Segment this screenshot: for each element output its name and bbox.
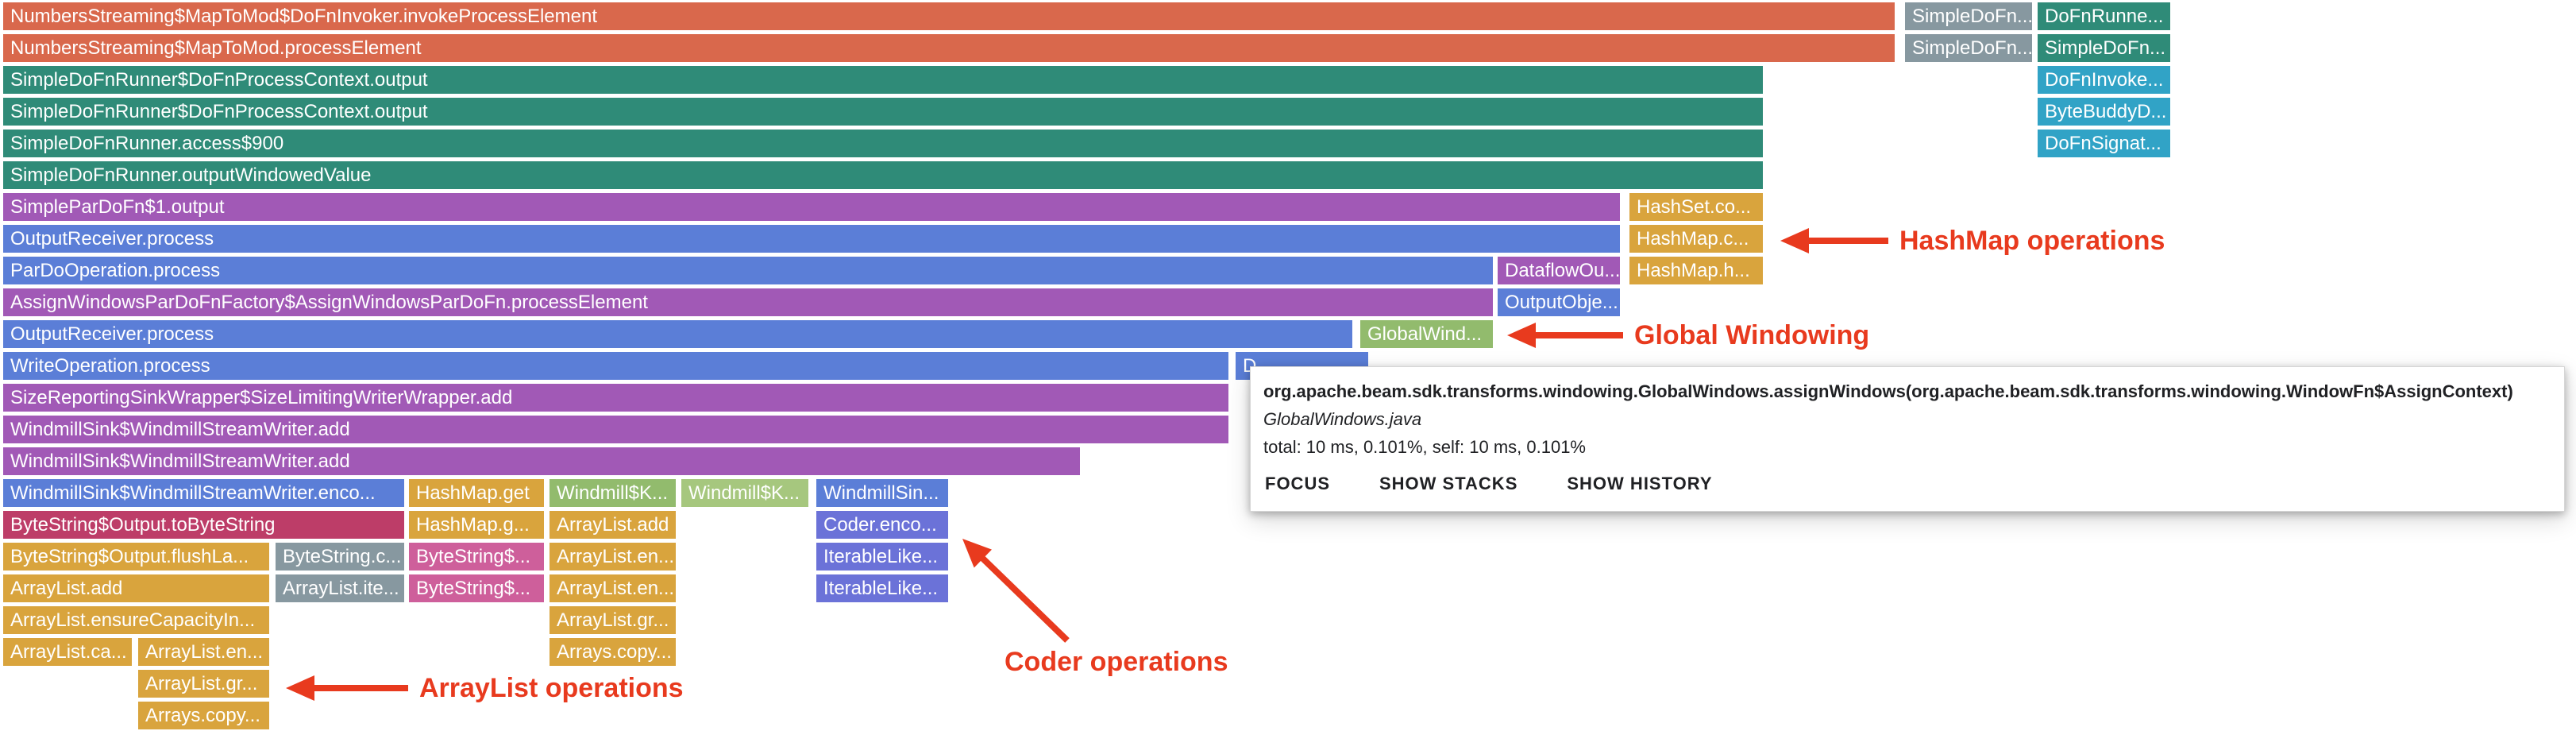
flame-frame[interactable]: WriteOperation.process — [3, 352, 1228, 380]
show-history-button[interactable]: SHOW HISTORY — [1565, 467, 1714, 501]
flame-frame[interactable]: ByteBuddyD... — [2038, 98, 2170, 126]
flame-frame[interactable]: ArrayList.add — [550, 511, 676, 539]
flame-frame[interactable]: Windmill$K... — [550, 479, 676, 507]
frame-tooltip: org.apache.beam.sdk.transforms.windowing… — [1250, 366, 2565, 512]
annotation-label: HashMap operations — [1899, 226, 2165, 256]
flame-frame[interactable]: WindmillSink$WindmillStreamWriter.enco..… — [3, 479, 404, 507]
flame-frame[interactable]: HashMap.get — [409, 479, 544, 507]
annotation-label: Global Windowing — [1634, 320, 1870, 350]
flame-frame[interactable]: ByteString$... — [409, 543, 544, 570]
focus-button[interactable]: FOCUS — [1263, 467, 1332, 501]
flame-frame[interactable]: HashSet.co... — [1629, 193, 1763, 221]
flame-frame[interactable]: SimpleDoFn... — [1905, 34, 2032, 62]
flame-frame[interactable]: HashMap.h... — [1629, 257, 1763, 284]
flame-frame[interactable]: IterableLike... — [816, 543, 948, 570]
flame-frame[interactable]: ArrayList.en... — [550, 543, 676, 570]
flame-frame[interactable]: IterableLike... — [816, 574, 948, 602]
flame-frame[interactable]: OutputReceiver.process — [3, 225, 1620, 253]
flame-frame[interactable]: SimpleDoFn... — [1905, 2, 2032, 30]
flame-frame[interactable]: Arrays.copy... — [550, 638, 676, 666]
flame-frame[interactable]: ArrayList.ca... — [3, 638, 132, 666]
annotation-label: ArrayList operations — [419, 673, 684, 703]
flame-frame[interactable]: ArrayList.ite... — [276, 574, 404, 602]
flame-frame[interactable]: ArrayList.en... — [550, 574, 676, 602]
flame-frame[interactable]: Coder.enco... — [816, 511, 948, 539]
flame-frame[interactable]: SimpleDoFnRunner.outputWindowedValue — [3, 161, 1763, 189]
flame-frame[interactable]: ArrayList.en... — [138, 638, 269, 666]
flame-frame[interactable]: WindmillSin... — [816, 479, 948, 507]
flame-frame[interactable]: SimpleDoFnRunner$DoFnProcessContext.outp… — [3, 66, 1763, 94]
flame-frame[interactable]: OutputReceiver.process — [3, 320, 1352, 348]
flame-frame[interactable]: HashMap.c... — [1629, 225, 1763, 253]
flame-frame[interactable]: Arrays.copy... — [138, 702, 269, 729]
flame-frame[interactable]: Windmill$K... — [681, 479, 808, 507]
tooltip-source-file: GlobalWindows.java — [1263, 409, 1422, 429]
flame-frame[interactable]: SimpleDoFnRunner$DoFnProcessContext.outp… — [3, 98, 1763, 126]
annotation-label: Coder operations — [1005, 647, 1228, 677]
flame-frame[interactable]: DataflowOu... — [1498, 257, 1620, 284]
flame-frame[interactable]: ParDoOperation.process — [3, 257, 1493, 284]
flame-frame[interactable]: SimpleParDoFn$1.output — [3, 193, 1620, 221]
flame-frame[interactable]: AssignWindowsParDoFnFactory$AssignWindow… — [3, 288, 1493, 316]
flame-frame[interactable]: DoFnInvoke... — [2038, 66, 2170, 94]
flame-frame[interactable]: WindmillSink$WindmillStreamWriter.add — [3, 416, 1228, 443]
flame-frame[interactable]: ArrayList.add — [3, 574, 269, 602]
flame-frame[interactable]: HashMap.g... — [409, 511, 544, 539]
flame-frame[interactable]: GlobalWind... — [1360, 320, 1493, 348]
flame-frame[interactable]: ArrayList.gr... — [138, 670, 269, 698]
tooltip-function-name: org.apache.beam.sdk.transforms.windowing… — [1263, 381, 2513, 401]
tooltip-stats: total: 10 ms, 0.101%, self: 10 ms, 0.101… — [1263, 437, 1586, 457]
flame-frame[interactable]: DoFnRunne... — [2038, 2, 2170, 30]
flame-frame[interactable]: NumbersStreaming$MapToMod$DoFnInvoker.in… — [3, 2, 1895, 30]
flame-frame[interactable]: DoFnSignat... — [2038, 130, 2170, 157]
tooltip-actions: FOCUS SHOW STACKS SHOW HISTORY — [1263, 467, 2551, 501]
flame-frame[interactable]: ByteString$Output.toByteString — [3, 511, 404, 539]
flame-frame[interactable]: ByteString$... — [409, 574, 544, 602]
flame-frame[interactable]: SimpleDoFn... — [2038, 34, 2170, 62]
flame-frame[interactable]: WindmillSink$WindmillStreamWriter.add — [3, 447, 1080, 475]
flame-frame[interactable]: ArrayList.gr... — [550, 606, 676, 634]
flame-frame[interactable]: SizeReportingSinkWrapper$SizeLimitingWri… — [3, 384, 1228, 412]
flame-frame[interactable]: NumbersStreaming$MapToMod.processElement — [3, 34, 1895, 62]
flame-frame[interactable]: OutputObje... — [1498, 288, 1620, 316]
flame-frame[interactable]: SimpleDoFnRunner.access$900 — [3, 130, 1763, 157]
flame-frame[interactable]: ArrayList.ensureCapacityIn... — [3, 606, 269, 634]
show-stacks-button[interactable]: SHOW STACKS — [1378, 467, 1519, 501]
flame-frame[interactable]: ByteString.c... — [276, 543, 404, 570]
flame-frame[interactable]: ByteString$Output.flushLa... — [3, 543, 269, 570]
